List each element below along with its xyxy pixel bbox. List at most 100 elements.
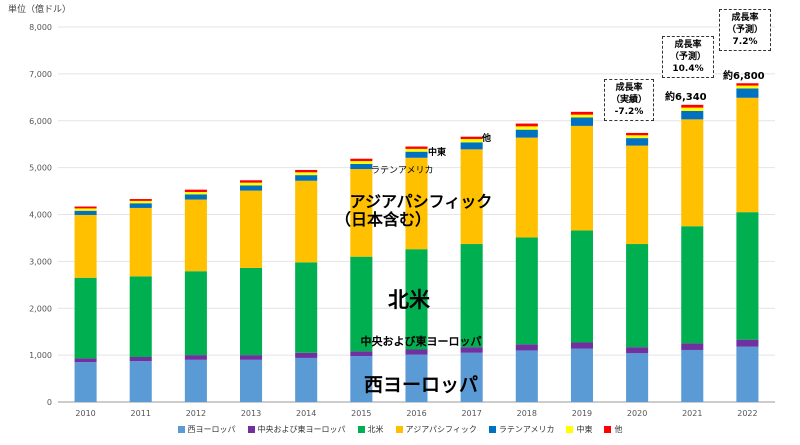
bar-segment (240, 355, 263, 360)
bar-segment (570, 348, 593, 402)
bar-stack-2014 (295, 169, 318, 402)
annotation-2021-line-3: 10.4% (672, 64, 704, 74)
bar-segment (129, 361, 152, 402)
bar-stack-2017 (460, 136, 483, 402)
legend-swatch (604, 426, 612, 433)
annotation-2021-line-1: 成長率 (674, 40, 702, 50)
bar-segment (350, 161, 373, 164)
bar-segment (515, 126, 538, 130)
legend-item: ラテンアメリカ (488, 424, 555, 435)
bar-segment (681, 110, 704, 120)
x-tick-label: 2017 (461, 409, 481, 418)
inline-label: 他 (481, 132, 491, 144)
bar-segment (626, 244, 649, 348)
bar-segment (736, 339, 759, 347)
bar-segment (405, 148, 428, 152)
bar-segment (295, 180, 318, 263)
bar-segment (570, 230, 593, 343)
bar-segment (460, 136, 483, 140)
bar-segment (129, 200, 152, 204)
annotation-2022-line-2: （予測） (726, 25, 763, 35)
legend-label: ラテンアメリカ (498, 425, 555, 434)
bar-segment (74, 214, 97, 278)
bar-segment (240, 185, 263, 191)
legend-swatch (247, 426, 255, 433)
inline-labels: 西ヨーロッパ 中央および東ヨーロッパ 北米 アジアパシフィック（日本含む） ラテンアメリ… (335, 132, 492, 396)
bar-segment (626, 347, 649, 354)
bar-segment (681, 343, 704, 350)
bar-segment (184, 359, 207, 402)
legend-item: アジアパシフィック (395, 424, 477, 435)
bar-stack-2015 (350, 158, 373, 402)
bar-segment (74, 208, 97, 211)
bar-segment (405, 249, 428, 350)
legend-label: 北米 (367, 425, 384, 434)
bar-stack-2018 (515, 123, 538, 402)
y-tick-label: 1,000 (29, 351, 52, 360)
bar-segment (350, 169, 373, 257)
bar-segment (570, 114, 593, 118)
bar-segment (626, 135, 649, 139)
x-tick-label: 2016 (406, 409, 426, 418)
x-tick-label: 2018 (517, 409, 537, 418)
bar-stack-2013 (240, 180, 263, 402)
bar-segment (570, 125, 593, 231)
legend-swatch (566, 426, 574, 433)
bar-segment (736, 88, 759, 98)
y-tick-label: 3,000 (29, 257, 52, 266)
bar-segment (295, 169, 318, 173)
bar-segment (515, 137, 538, 238)
bar-stack-2019 (570, 111, 593, 402)
bar-segment (350, 356, 373, 402)
legend-swatch (357, 426, 365, 433)
bar-segment (626, 353, 649, 402)
legend-item: 中央および東ヨーロッパ (247, 424, 346, 435)
bar-segment (184, 192, 207, 195)
annotation-2020: 成長率 （実績） -7.2% (604, 79, 654, 121)
annotation-2022: 成長率 （予測） 7.2% (719, 9, 771, 51)
y-tick-label: 4,000 (29, 211, 52, 220)
legend-label: 西ヨーロッパ (187, 425, 236, 434)
x-tick-label: 2012 (186, 409, 206, 418)
bar-segment (515, 350, 538, 402)
annotation-2020-line-1: 成長率 (615, 83, 643, 93)
total-label-2021: 約6,340 (665, 92, 707, 103)
annotation-2020-line-2: （実績） (610, 95, 647, 105)
legend-item: 他 (604, 424, 622, 435)
inline-label: 中東 (428, 146, 446, 158)
bar-segment (184, 355, 207, 360)
inline-label: 北米 (388, 288, 431, 312)
bar-segment (460, 244, 483, 348)
bar-segment (129, 199, 152, 201)
bar-segment (460, 142, 483, 150)
bar-segment (405, 349, 428, 355)
annotation-2021-line-2: （予測） (669, 52, 706, 62)
bar-segment (626, 145, 649, 245)
bar-segment (350, 163, 373, 170)
bar-segment (570, 342, 593, 349)
bar-segment (681, 107, 704, 111)
bar-segment (736, 346, 759, 402)
bar-segment (240, 190, 263, 268)
legend-swatch (488, 426, 496, 433)
bar-segment (405, 146, 428, 149)
bar-segment (405, 151, 428, 158)
bar-segment (295, 352, 318, 358)
bar-segment (681, 349, 704, 402)
bar-segment (736, 83, 759, 86)
bar-segment (681, 119, 704, 227)
bars (74, 83, 759, 402)
y-tick-label: 7,000 (29, 70, 52, 79)
bar-segment (460, 352, 483, 402)
bar-segment (626, 132, 649, 136)
annotation-2021: 成長率 （予測） 10.4% (662, 36, 714, 78)
legend-label: アジアパシフィック (405, 425, 477, 434)
bar-segment (129, 203, 152, 208)
bar-segment (460, 139, 483, 143)
bar-segment (570, 111, 593, 115)
bar-segment (460, 149, 483, 245)
bar-segment (240, 359, 263, 402)
bar-segment (515, 123, 538, 127)
bar-segment (626, 138, 649, 146)
inline-label: （日本含む） (335, 210, 431, 229)
